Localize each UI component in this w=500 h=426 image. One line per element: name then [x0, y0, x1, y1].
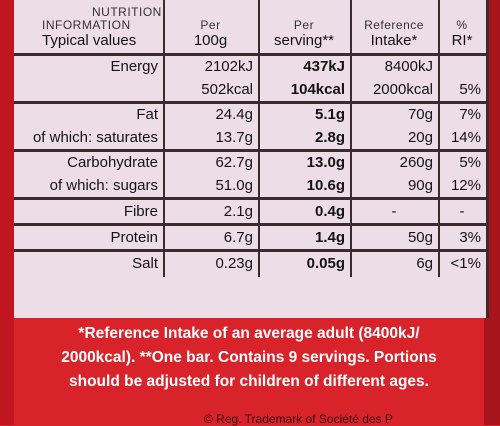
- row-label: of which: saturates: [32, 128, 158, 146]
- cell-serving: 5.1g: [258, 101, 351, 127]
- cell-serving: 1.4g: [258, 223, 351, 251]
- cell-per100: 24.4g: [163, 101, 259, 127]
- cell-serving: 10.6g: [258, 174, 351, 199]
- header-ri-top: Reference: [364, 18, 424, 32]
- header-pct-unit: RI*: [451, 32, 473, 49]
- header-ri-unit: Intake*: [370, 32, 418, 49]
- cell-per100: 13.7g: [163, 126, 259, 151]
- cell-per100: 2.1g: [163, 197, 259, 225]
- header-serving-cell: Per serving**: [258, 0, 351, 55]
- row-label: Salt: [14, 249, 164, 277]
- header-nutrition: NUTRITION: [92, 5, 162, 19]
- header-label-cell: NUTRITION INFORMATION Typical values: [14, 0, 164, 55]
- row-label: of which: sugars: [49, 176, 158, 194]
- row-fibre: Fibre 2.1g 0.4g - -: [14, 197, 486, 225]
- cell-pct: 5%: [438, 149, 486, 175]
- cell-ri: 70g: [350, 101, 439, 127]
- cell-pct: 7%: [438, 101, 486, 127]
- cell-serving: 0.05g: [258, 249, 351, 277]
- trademark-text: © Reg. Trademark of Société des P: [204, 412, 393, 426]
- cell-per100: 6.7g: [163, 223, 259, 251]
- header-typical-values: Typical values: [42, 32, 137, 49]
- cell-ri: 2000kcal: [350, 78, 439, 103]
- cell-per100: 62.7g: [163, 149, 259, 175]
- nutrition-panel: NUTRITION INFORMATION Typical values Per…: [14, 0, 489, 318]
- cell-serving: 2.8g: [258, 126, 351, 151]
- cell-pct: <1%: [438, 249, 486, 277]
- row-protein: Protein 6.7g 1.4g 50g 3%: [14, 223, 486, 251]
- header-per100-cell: Per 100g: [163, 0, 259, 55]
- row-fat: Fat 24.4g 5.1g 70g 7%: [14, 101, 486, 127]
- cell-serving: 104kcal: [258, 78, 351, 103]
- footnote-line: should be adjusted for children of diffe…: [69, 373, 429, 390]
- row-energy-kj: Energy 2102kJ 437kJ 8400kJ: [14, 53, 486, 79]
- header-serving-top: Per: [293, 18, 315, 32]
- row-label: Fat: [14, 101, 164, 127]
- cell-pct: 3%: [438, 223, 486, 251]
- cell-serving: 437kJ: [258, 53, 351, 79]
- cell-ri: 260g: [350, 149, 439, 175]
- cell-ri: 6g: [350, 249, 439, 277]
- cell-ri: 20g: [350, 126, 439, 151]
- cell-ri: 8400kJ: [350, 53, 439, 79]
- cell-pct: 14%: [438, 126, 486, 151]
- cell-per100: 0.23g: [163, 249, 259, 277]
- header-information: INFORMATION: [42, 18, 131, 32]
- row-label: Protein: [14, 223, 164, 251]
- reference-intake-footnote: *Reference Intake of an average adult (8…: [18, 322, 480, 394]
- cell-pct: -: [438, 197, 486, 225]
- row-label: Energy: [14, 53, 164, 79]
- row-label: Fibre: [14, 197, 164, 225]
- wrapper-edge-left: [0, 0, 14, 425]
- cell-pct: 12%: [438, 174, 486, 199]
- header-pct-top: %: [456, 18, 468, 32]
- row-saturates: of which: saturates 13.7g 2.8g 20g 14%: [14, 126, 486, 151]
- row-sugars: of which: sugars 51.0g 10.6g 90g 12%: [14, 174, 486, 199]
- header-per100-top: Per: [200, 18, 221, 32]
- row-salt: Salt 0.23g 0.05g 6g <1%: [14, 249, 486, 277]
- cell-pct: [438, 53, 486, 79]
- row-energy-kcal: 502kcal 104kcal 2000kcal 5%: [14, 78, 486, 103]
- cell-per100: 502kcal: [163, 78, 259, 103]
- footnote-line: 2000kcal). **One bar. Contains 9 serving…: [61, 349, 437, 366]
- row-label: [14, 79, 164, 103]
- header-ri-cell: Reference Intake*: [350, 0, 439, 55]
- cell-per100: 2102kJ: [163, 53, 259, 79]
- row-carbohydrate: Carbohydrate 62.7g 13.0g 260g 5%: [14, 149, 486, 175]
- cell-ri: 90g: [350, 174, 439, 199]
- cell-per100: 51.0g: [163, 174, 259, 199]
- header-per100-unit: 100g: [193, 32, 228, 49]
- header-pct-cell: % RI*: [438, 0, 486, 55]
- nutrition-table: NUTRITION INFORMATION Typical values Per…: [14, 0, 486, 277]
- cell-ri: -: [350, 197, 439, 225]
- cell-serving: 0.4g: [258, 197, 351, 225]
- row-label: Carbohydrate: [14, 149, 164, 175]
- header-serving-unit: serving**: [273, 32, 335, 49]
- cell-pct: 5%: [438, 78, 486, 103]
- footnote-line: *Reference Intake of an average adult (8…: [78, 325, 420, 342]
- header-row: NUTRITION INFORMATION Typical values Per…: [14, 0, 486, 55]
- cell-serving: 13.0g: [258, 149, 351, 175]
- cell-ri: 50g: [350, 223, 439, 251]
